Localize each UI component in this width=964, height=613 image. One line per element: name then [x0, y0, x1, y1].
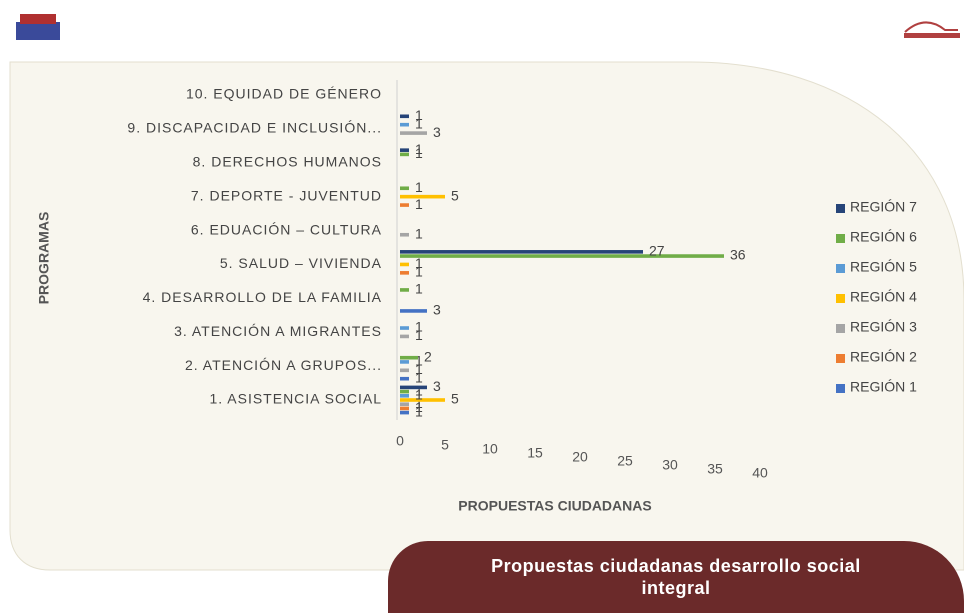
value-label: 3: [433, 124, 441, 140]
bar: [400, 398, 445, 402]
legend-label: REGIÓN 5: [850, 259, 917, 275]
x-tick-label: 15: [527, 445, 543, 461]
y-tick-label: 1. ASISTENCIA SOCIAL: [209, 391, 382, 407]
bar: [400, 122, 409, 127]
value-label: 1: [415, 115, 423, 131]
panel: [9, 61, 964, 571]
bar: [400, 186, 409, 191]
value-label: 1: [415, 141, 423, 157]
y-tick-label: 8. DERECHOS HUMANOS: [193, 153, 382, 169]
legend-swatch: [836, 264, 845, 273]
value-label: 3: [433, 302, 441, 318]
value-label: 1: [415, 399, 423, 415]
value-label: 1: [415, 369, 423, 385]
bar: [400, 385, 427, 390]
bar: [400, 271, 409, 275]
banner: Propuestas ciudadanas desarrollo social …: [388, 541, 964, 613]
x-axis-title: PROPUESTAS CIUDADANAS: [458, 498, 651, 514]
bar: [400, 152, 409, 157]
bar: [400, 131, 427, 135]
logo-right: [904, 21, 960, 38]
y-tick-label: 4. DESARROLLO DE LA FAMILIA: [143, 289, 382, 305]
value-label: 1: [415, 255, 423, 271]
bar: [400, 360, 409, 364]
value-label: 1: [415, 145, 423, 161]
legend-swatch: [836, 354, 845, 363]
bar: [400, 203, 409, 207]
x-tick-label: 5: [441, 437, 449, 453]
x-tick-label: 20: [572, 449, 588, 465]
legend-swatch: [836, 234, 845, 243]
bar: [400, 355, 418, 360]
legend-swatch: [836, 294, 845, 303]
legend-swatch: [836, 384, 845, 393]
bar: [400, 389, 409, 394]
value-label: 1: [415, 179, 423, 195]
bar: [400, 334, 409, 339]
value-label: 27: [649, 243, 665, 259]
y-tick-label: 5. SALUD – VIVIENDA: [220, 255, 382, 271]
logo-left: [16, 14, 60, 40]
value-label: 1: [415, 403, 423, 419]
legend-swatch: [836, 204, 845, 213]
value-label: 1: [415, 382, 423, 398]
bar: [400, 309, 427, 313]
value-label: 1: [415, 196, 423, 212]
y-axis-title: PROGRAMAS: [36, 212, 52, 305]
value-label: 1: [415, 264, 423, 280]
legend-label: REGIÓN 4: [850, 289, 917, 305]
bar: [400, 254, 724, 258]
x-tick-label: 10: [482, 441, 498, 457]
value-label: 36: [730, 247, 746, 263]
bar: [400, 402, 409, 406]
x-tick-label: 40: [752, 465, 768, 481]
x-tick-label: 30: [662, 457, 678, 473]
value-label: 1: [415, 353, 423, 369]
y-tick-label: 6. EDUACIÓN – CULTURA: [191, 221, 382, 237]
legend-swatch: [836, 324, 845, 333]
legend-label: REGIÓN 3: [850, 319, 917, 335]
y-tick-label: 3. ATENCIÓN A MIGRANTES: [174, 323, 382, 339]
x-tick-label: 25: [617, 453, 633, 469]
bar: [400, 376, 409, 381]
bar: [400, 250, 643, 254]
bar: [400, 232, 409, 237]
value-label: 1: [415, 361, 423, 377]
value-label: 5: [451, 187, 459, 203]
value-label: 1: [415, 319, 423, 335]
value-label: 1: [415, 327, 423, 343]
y-tick-label: 10. EQUIDAD DE GÉNERO: [186, 86, 382, 102]
bar: [400, 368, 409, 373]
value-label: 1: [415, 387, 423, 403]
x-tick-label: 35: [707, 461, 723, 477]
y-tick-label: 7. DEPORTE - JUVENTUD: [191, 187, 382, 203]
bar: [400, 410, 409, 415]
bar: [400, 148, 409, 152]
value-label: 5: [451, 391, 459, 407]
legend-label: REGIÓN 2: [850, 349, 917, 365]
legend-label: REGIÓN 1: [850, 379, 917, 395]
y-tick-label: 9. DISCAPACIDAD E INCLUSIÓN...: [127, 120, 382, 136]
legend-label: REGIÓN 7: [850, 199, 917, 215]
value-label: 3: [433, 378, 441, 394]
bar: [400, 194, 445, 199]
bar: [400, 394, 409, 398]
x-tick-label: 0: [396, 433, 404, 449]
value-label: 1: [415, 107, 423, 123]
value-label: 1: [415, 225, 423, 241]
bar: [400, 262, 409, 267]
value-label: 1: [415, 281, 423, 297]
value-label: 1: [415, 395, 423, 411]
bar: [400, 114, 409, 119]
bar: [400, 326, 409, 330]
y-tick-label: 2. ATENCIÓN A GRUPOS...: [185, 357, 382, 373]
legend-label: REGIÓN 6: [850, 229, 917, 245]
value-label: 2: [424, 348, 432, 364]
bar: [400, 406, 409, 411]
bar: [400, 288, 409, 292]
